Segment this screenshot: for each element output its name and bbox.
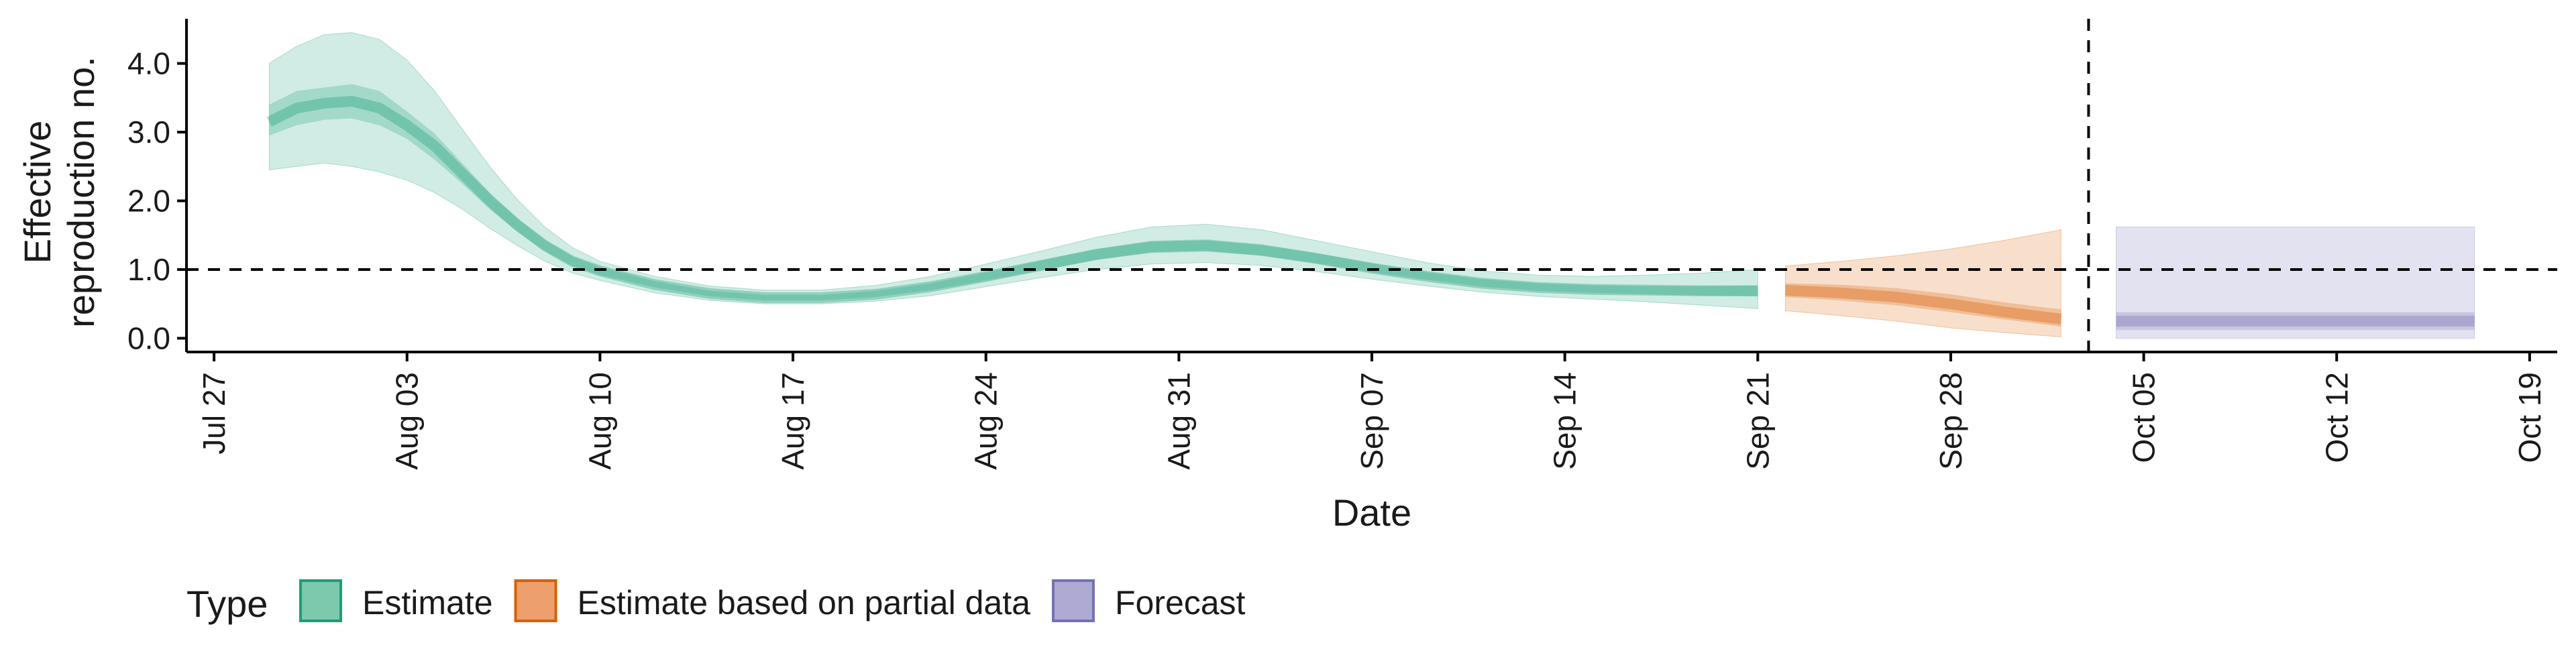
x-tick-label: Oct 19 xyxy=(2512,372,2547,463)
band-90-estimate xyxy=(268,32,1758,309)
x-tick-label: Sep 07 xyxy=(1354,372,1389,470)
legend-swatch-forecast xyxy=(1051,579,1095,622)
y-tick-label: 4.0 xyxy=(127,46,170,81)
series-estimate-based-on-partial-data xyxy=(1784,229,2062,338)
legend-title: Type xyxy=(186,583,268,625)
x-tick-label: Oct 12 xyxy=(2319,372,2354,463)
axes: 0.0 1.0 2.0 3.0 4.0 Jul 27 Aug 03 Aug 10 Aug 17 A… xyxy=(16,19,2557,534)
reference-lines xyxy=(186,19,2557,352)
legend-label-estimate-based-on-partial-data: Estimate based on partial data xyxy=(578,584,1031,622)
legend-swatch-estimate-based-on-partial-data xyxy=(514,579,557,622)
series-estimate xyxy=(266,32,1758,309)
band-50-estimate-based-on-partial-data xyxy=(1785,283,2061,327)
x-tick-label: Sep 21 xyxy=(1740,372,1775,470)
series-forecast xyxy=(2116,227,2475,339)
median-line-estimate-based-on-partial-data xyxy=(1785,284,2062,325)
legend-label-estimate: Estimate xyxy=(362,584,493,622)
y-axis-title-line-2: reproduction no. xyxy=(60,56,102,328)
y-tick-label: 0.0 xyxy=(127,321,170,356)
x-tick-label: Aug 03 xyxy=(390,372,425,470)
band-90-estimate-based-on-partial-data xyxy=(1784,229,2061,338)
y-axis-title-line-1: Effective xyxy=(16,121,58,264)
median-line-estimate xyxy=(266,96,1758,303)
x-tick-label: Aug 17 xyxy=(775,372,810,470)
band-50-forecast xyxy=(2116,312,2475,331)
uncertainty-bands xyxy=(266,32,2475,339)
legend: Type Estimate Estimate based on partial da… xyxy=(186,579,1246,625)
x-tick-label: Jul 27 xyxy=(197,372,231,455)
legend-label-forecast: Forecast xyxy=(1115,584,1246,622)
x-tick-label: Aug 31 xyxy=(1161,372,1196,470)
x-tick-label: Oct 05 xyxy=(2127,372,2161,463)
band-90-forecast xyxy=(2116,227,2475,339)
x-tick-label: Aug 10 xyxy=(582,372,617,470)
x-axis-title: Date xyxy=(1332,491,1411,534)
y-tick-label: 3.0 xyxy=(127,115,170,150)
x-tick-label: Aug 24 xyxy=(969,372,1004,470)
y-tick-label: 2.0 xyxy=(127,184,170,219)
x-tick-label: Sep 14 xyxy=(1548,372,1582,470)
legend-swatch-estimate xyxy=(299,579,342,622)
y-tick-label: 1.0 xyxy=(127,252,170,287)
x-tick-label: Sep 28 xyxy=(1933,372,1968,470)
